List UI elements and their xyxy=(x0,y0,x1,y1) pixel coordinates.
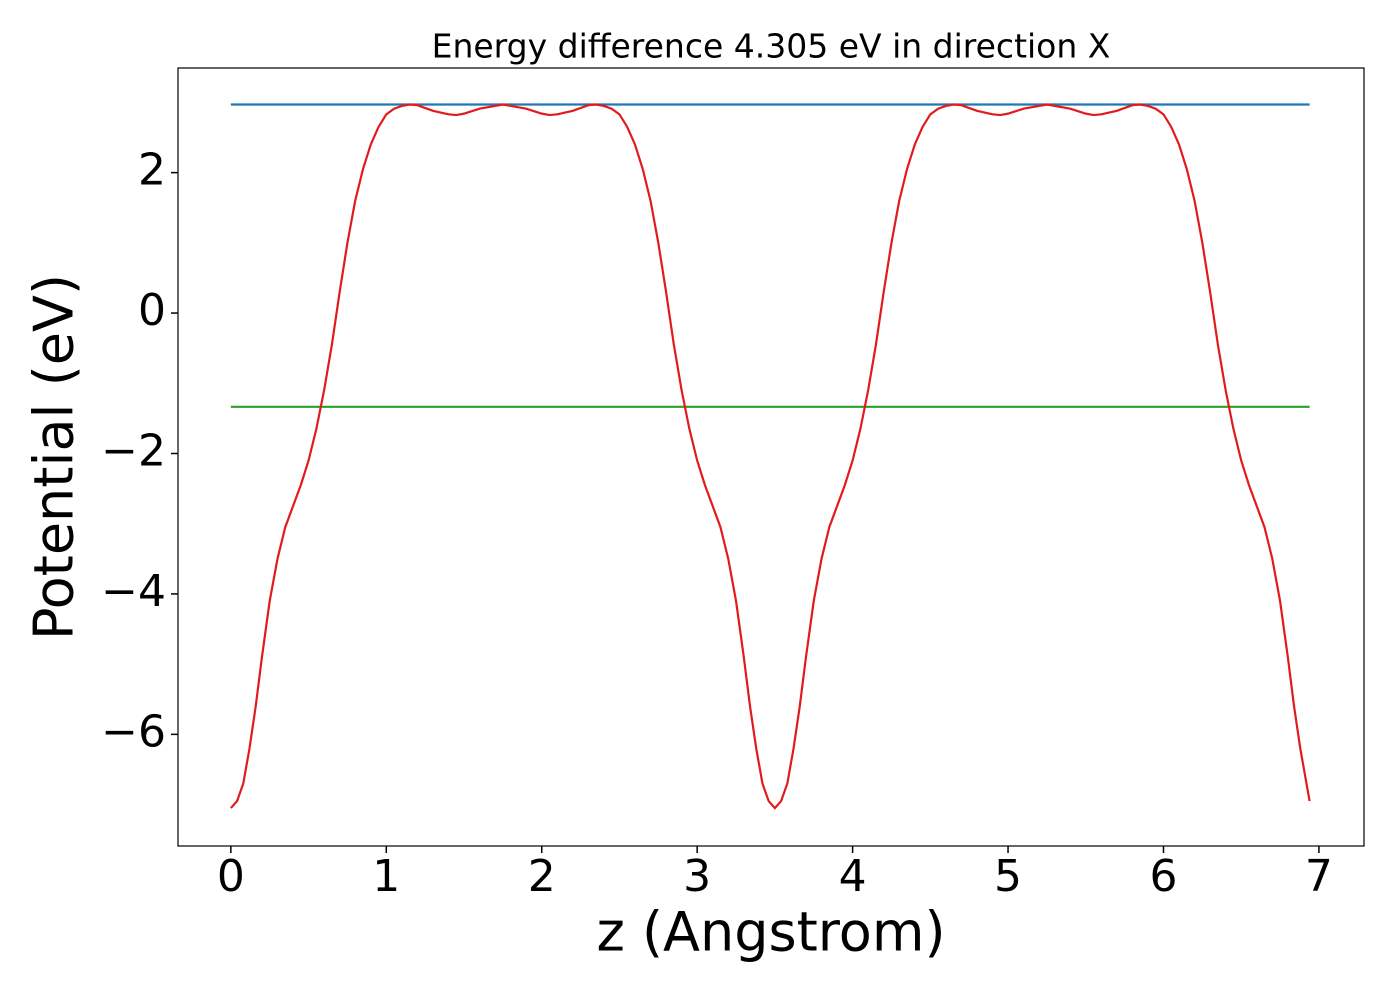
plot-frame xyxy=(177,67,1365,847)
x-tick-label: 7 xyxy=(1305,851,1333,902)
data-line xyxy=(230,103,1311,810)
chart-title: Energy difference 4.305 eV in direction … xyxy=(432,27,1111,66)
x-axis-label: z (Angstrom) xyxy=(596,901,945,964)
x-tick-label: 5 xyxy=(994,851,1022,902)
y-tick-label: −4 xyxy=(101,566,166,617)
y-tick-label: 2 xyxy=(138,145,166,196)
x-tick-label: 3 xyxy=(683,851,711,902)
y-tick-label: −2 xyxy=(101,425,166,476)
x-tick-label: 0 xyxy=(217,851,245,902)
y-tick-label: 0 xyxy=(138,285,166,336)
x-tick-label: 4 xyxy=(839,851,867,902)
x-tick-label: 2 xyxy=(528,851,556,902)
x-tick-label: 6 xyxy=(1149,851,1177,902)
x-tick-label: 1 xyxy=(372,851,400,902)
y-axis-label: Potential (eV) xyxy=(23,274,86,640)
y-tick-label: −6 xyxy=(101,706,166,757)
